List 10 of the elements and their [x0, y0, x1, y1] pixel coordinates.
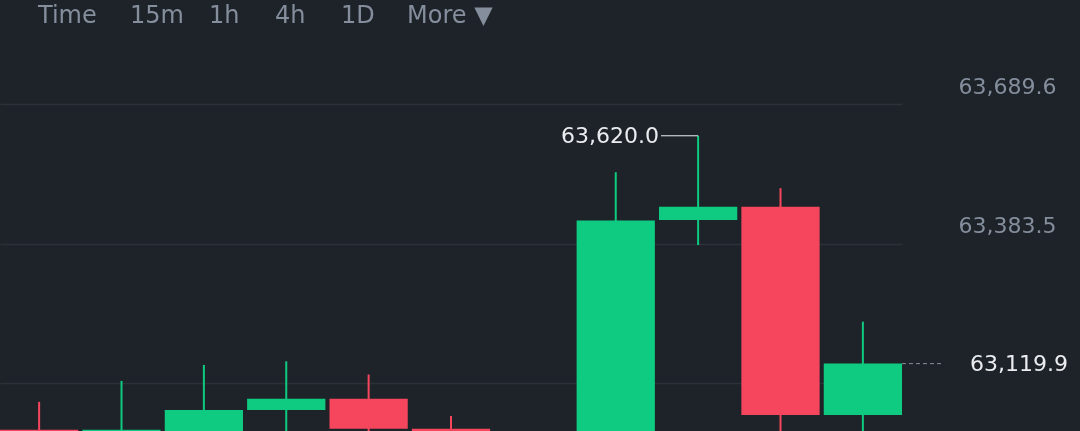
annotation: Time: [37, 1, 97, 29]
annotation: 1D: [341, 1, 375, 29]
annotation: 4h: [275, 1, 306, 29]
annotation: 15m: [130, 1, 184, 29]
annotation: 63,620.0: [561, 122, 659, 148]
y-tick-label: 63,383.5: [958, 213, 1057, 239]
y-tick-label: 63,689.6: [958, 73, 1057, 99]
ref-line-label: 63,119.9: [970, 350, 1068, 376]
annotation: 1h: [209, 1, 240, 29]
annotation: More ▼: [407, 1, 494, 29]
